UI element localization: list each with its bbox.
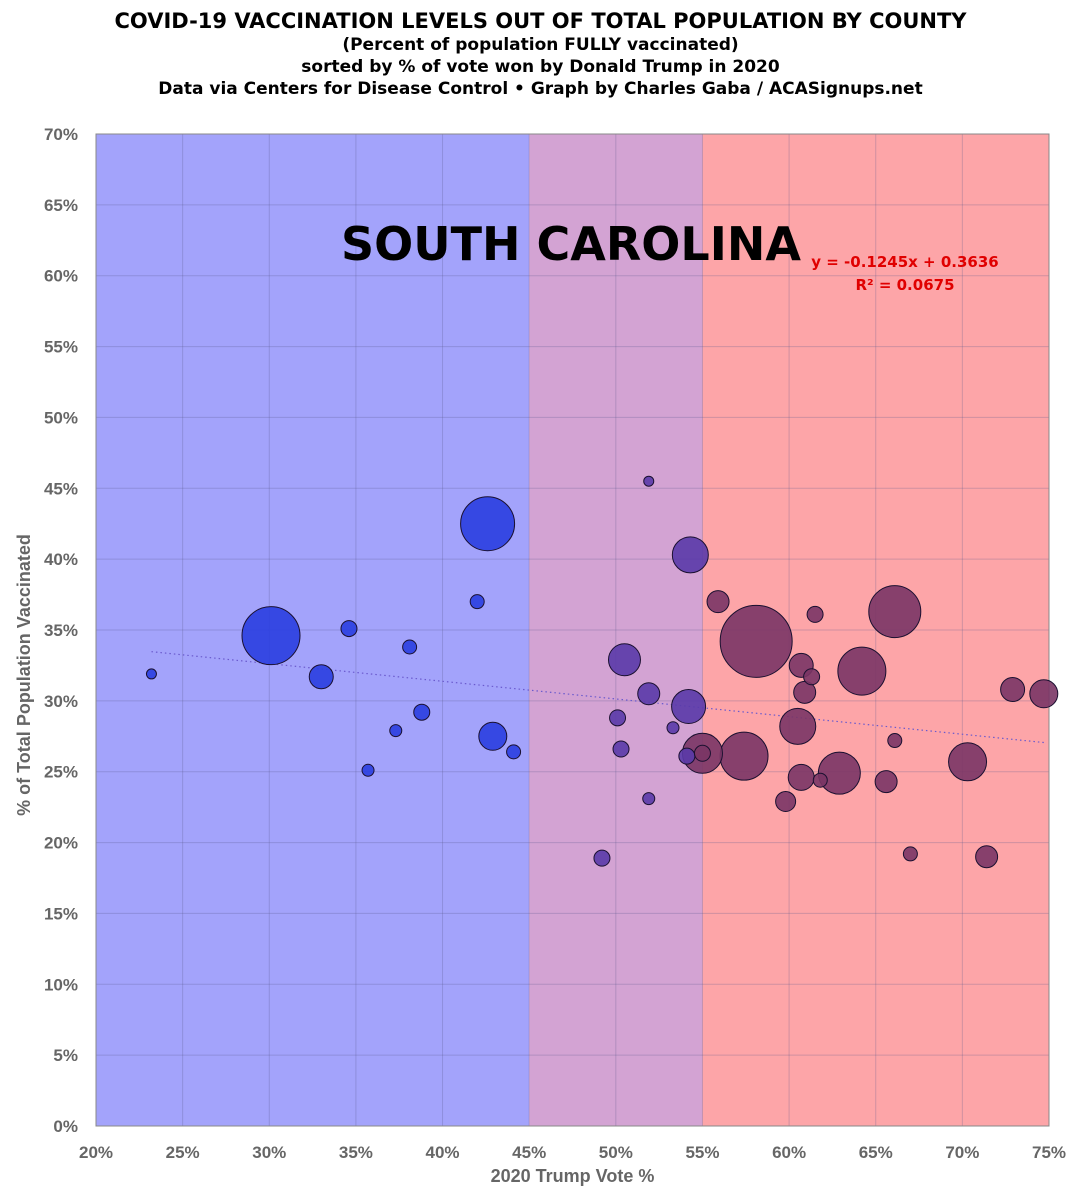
data-point (902, 846, 918, 862)
data-point (719, 604, 793, 678)
data-point (693, 744, 711, 762)
y-tick-label: 35% (44, 621, 78, 640)
data-point (719, 731, 769, 781)
x-tick-label: 25% (166, 1143, 200, 1162)
trendline (151, 651, 1044, 744)
data-point (1029, 679, 1059, 709)
data-point (478, 721, 508, 751)
state-label: SOUTH CAROLINA (341, 217, 801, 271)
data-point (607, 643, 641, 677)
x-tick-label: 35% (339, 1143, 373, 1162)
data-point (643, 475, 655, 487)
trendline-r-squared: R² = 0.0675 (855, 276, 954, 294)
chart-header: COVID-19 VACCINATION LEVELS OUT OF TOTAL… (0, 8, 1081, 100)
y-tick-label: 25% (44, 763, 78, 782)
trendline-equation: y = -0.1245x + 0.3636 (811, 253, 998, 271)
plot-frame (95, 133, 1050, 1127)
chart-title: COVID-19 VACCINATION LEVELS OUT OF TOTAL… (114, 9, 967, 33)
x-tick-label: 65% (859, 1143, 893, 1162)
data-point (389, 724, 403, 738)
y-tick-label: 55% (44, 338, 78, 357)
data-point (671, 689, 707, 725)
data-point (671, 536, 709, 574)
data-point (975, 845, 999, 869)
x-tick-label: 30% (252, 1143, 286, 1162)
y-tick-label: 0% (53, 1117, 78, 1136)
data-point (1000, 677, 1026, 703)
background-band-0 (96, 134, 530, 1126)
y-tick-label: 30% (44, 692, 78, 711)
data-point (145, 668, 157, 680)
data-point (666, 721, 680, 735)
chart-subtitle-1: (Percent of population FULLY vaccinated) (342, 35, 739, 55)
x-tick-label: 70% (945, 1143, 979, 1162)
data-point (340, 620, 358, 638)
data-point (803, 668, 821, 686)
data-point (806, 605, 824, 623)
data-point (469, 594, 485, 610)
data-point (874, 770, 898, 794)
data-point (241, 606, 301, 666)
data-point (787, 763, 815, 791)
data-point (637, 682, 661, 706)
data-point (868, 585, 922, 639)
x-axis-label: 2020 Trump Vote % (491, 1166, 655, 1186)
y-tick-label: 70% (44, 125, 78, 144)
background-band-1 (529, 134, 703, 1126)
data-point (593, 849, 611, 867)
y-tick-label: 15% (44, 904, 78, 923)
x-tick-label: 60% (772, 1143, 806, 1162)
chart-subtitle-3: Data via Centers for Disease Control • G… (158, 79, 923, 99)
data-point (887, 733, 903, 749)
data-point (642, 792, 656, 806)
y-tick-label: 20% (44, 834, 78, 853)
data-point (460, 496, 516, 552)
x-tick-label: 75% (1032, 1143, 1066, 1162)
data-point (812, 772, 828, 788)
data-point (402, 639, 418, 655)
data-point (506, 744, 522, 760)
x-tick-label: 55% (685, 1143, 719, 1162)
x-tick-label: 45% (512, 1143, 546, 1162)
data-point (678, 747, 696, 765)
data-point (779, 707, 817, 745)
data-point (609, 709, 627, 727)
y-axis-label: % of Total Population Vaccinated (14, 534, 34, 816)
y-tick-label: 5% (53, 1046, 78, 1065)
data-point (948, 742, 988, 782)
y-tick-label: 65% (44, 196, 78, 215)
data-point (837, 646, 887, 696)
chart-subtitle-2: sorted by % of vote won by Donald Trump … (301, 57, 780, 77)
x-tick-label: 50% (599, 1143, 633, 1162)
y-tick-label: 40% (44, 550, 78, 569)
data-point (706, 590, 730, 614)
data-point (775, 790, 797, 812)
y-tick-label: 10% (44, 975, 78, 994)
data-point (308, 664, 334, 690)
data-point (361, 763, 375, 777)
y-tick-label: 60% (44, 267, 78, 286)
data-point (413, 703, 431, 721)
y-tick-label: 50% (44, 408, 78, 427)
data-point (817, 751, 861, 795)
data-point (612, 740, 630, 758)
x-tick-label: 20% (79, 1143, 113, 1162)
y-tick-label: 45% (44, 479, 78, 498)
x-tick-label: 40% (426, 1143, 460, 1162)
